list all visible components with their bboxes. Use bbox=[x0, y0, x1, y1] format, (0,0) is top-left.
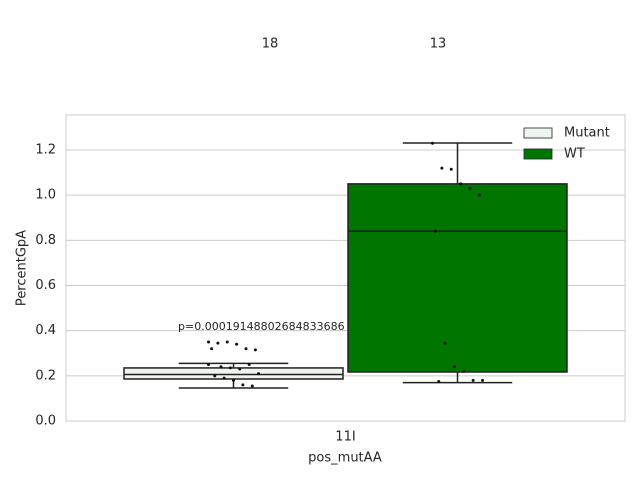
point bbox=[462, 369, 466, 373]
point bbox=[477, 193, 481, 197]
y-tick-label: 0.8 bbox=[35, 233, 56, 248]
point bbox=[216, 341, 220, 345]
x-tick-label: 11I bbox=[335, 430, 355, 445]
point bbox=[250, 384, 254, 388]
point bbox=[431, 141, 434, 145]
y-tick-label: 0.0 bbox=[35, 414, 56, 429]
point bbox=[247, 363, 251, 367]
count-label: 13 bbox=[430, 37, 447, 52]
point bbox=[225, 340, 229, 344]
point bbox=[468, 186, 472, 190]
y-tick-label: 1.0 bbox=[35, 188, 56, 203]
point bbox=[253, 348, 257, 352]
legend-swatch bbox=[523, 127, 553, 139]
point bbox=[210, 347, 214, 351]
legend-label: Mutant bbox=[564, 126, 610, 141]
point bbox=[207, 340, 210, 344]
legend-label: WT bbox=[564, 147, 585, 162]
point bbox=[222, 376, 226, 380]
point bbox=[449, 167, 453, 171]
point bbox=[481, 378, 484, 382]
x-axis-label: pos_mutAA bbox=[308, 451, 382, 466]
point bbox=[244, 347, 248, 351]
y-tick-label: 0.6 bbox=[35, 278, 56, 293]
point bbox=[452, 365, 456, 369]
box bbox=[347, 183, 568, 373]
point bbox=[434, 229, 438, 233]
point bbox=[241, 383, 245, 387]
y-tick-label: 0.4 bbox=[35, 323, 56, 338]
point bbox=[459, 182, 463, 186]
count-label: 18 bbox=[262, 37, 279, 52]
box bbox=[123, 367, 344, 380]
y-tick-label: 0.2 bbox=[35, 368, 56, 383]
legend-swatch bbox=[523, 148, 553, 160]
point bbox=[437, 379, 441, 383]
point bbox=[443, 341, 447, 345]
point bbox=[232, 378, 235, 382]
y-axis-label: PercentGpA bbox=[15, 230, 30, 306]
y-tick-label: 1.2 bbox=[35, 143, 56, 158]
point bbox=[238, 367, 242, 371]
point bbox=[471, 378, 475, 382]
annotation: p=0.00019148802684833686 bbox=[178, 320, 345, 333]
point bbox=[235, 342, 239, 346]
point bbox=[440, 166, 444, 170]
point bbox=[207, 363, 210, 367]
point bbox=[228, 366, 232, 370]
point bbox=[257, 372, 260, 376]
point bbox=[219, 365, 223, 369]
point bbox=[213, 374, 217, 378]
